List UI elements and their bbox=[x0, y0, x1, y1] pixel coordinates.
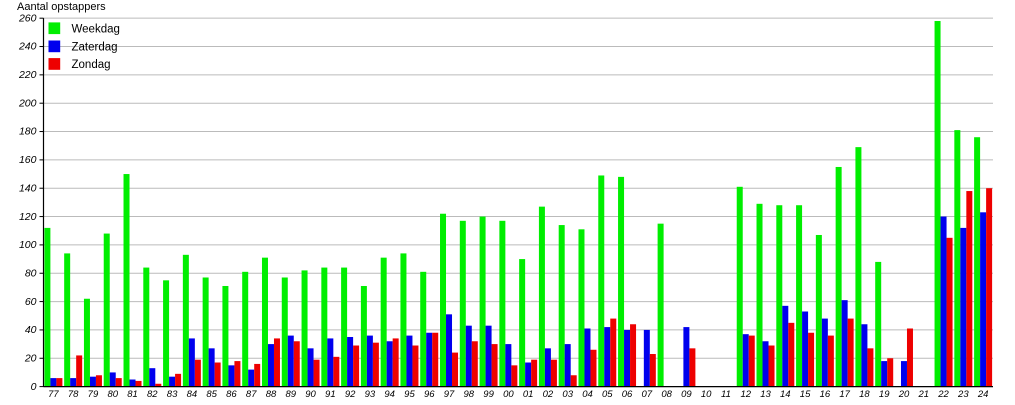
svg-text:18: 18 bbox=[859, 389, 870, 400]
svg-text:90: 90 bbox=[305, 389, 316, 400]
svg-text:06: 06 bbox=[622, 389, 633, 400]
svg-text:240: 240 bbox=[18, 41, 37, 53]
svg-text:22: 22 bbox=[937, 389, 949, 400]
svg-text:00: 00 bbox=[503, 389, 514, 400]
svg-text:83: 83 bbox=[167, 389, 178, 400]
svg-text:Weekdag: Weekdag bbox=[72, 23, 120, 35]
svg-text:160: 160 bbox=[19, 154, 37, 166]
svg-text:07: 07 bbox=[642, 389, 653, 400]
svg-text:92: 92 bbox=[345, 389, 356, 400]
svg-text:98: 98 bbox=[464, 389, 475, 400]
svg-text:09: 09 bbox=[681, 389, 692, 400]
svg-text:180: 180 bbox=[19, 126, 37, 138]
svg-text:94: 94 bbox=[384, 389, 395, 400]
svg-text:97: 97 bbox=[444, 389, 455, 400]
svg-text:01: 01 bbox=[523, 389, 534, 400]
svg-text:23: 23 bbox=[957, 389, 969, 400]
svg-text:260: 260 bbox=[18, 12, 37, 24]
svg-text:16: 16 bbox=[820, 389, 831, 400]
svg-text:20: 20 bbox=[898, 389, 910, 400]
svg-text:08: 08 bbox=[661, 389, 672, 400]
svg-text:96: 96 bbox=[424, 389, 435, 400]
svg-text:20: 20 bbox=[24, 352, 37, 364]
svg-text:77: 77 bbox=[48, 389, 59, 400]
svg-text:12: 12 bbox=[740, 389, 751, 400]
svg-text:80: 80 bbox=[107, 389, 118, 400]
svg-text:89: 89 bbox=[285, 389, 296, 400]
svg-text:Zaterdag: Zaterdag bbox=[72, 42, 118, 54]
svg-text:81: 81 bbox=[127, 389, 138, 400]
svg-text:80: 80 bbox=[25, 267, 37, 279]
svg-text:11: 11 bbox=[721, 389, 731, 400]
svg-text:79: 79 bbox=[88, 389, 99, 400]
svg-text:120: 120 bbox=[19, 211, 37, 223]
svg-text:91: 91 bbox=[325, 389, 336, 400]
svg-text:93: 93 bbox=[365, 389, 376, 400]
svg-text:82: 82 bbox=[147, 389, 158, 400]
svg-text:05: 05 bbox=[602, 389, 613, 400]
svg-text:220: 220 bbox=[18, 69, 37, 81]
svg-text:87: 87 bbox=[246, 389, 257, 400]
svg-text:88: 88 bbox=[266, 389, 277, 400]
svg-text:99: 99 bbox=[483, 389, 494, 400]
svg-text:17: 17 bbox=[839, 389, 850, 400]
svg-text:14: 14 bbox=[780, 389, 791, 400]
svg-text:0: 0 bbox=[31, 381, 37, 393]
svg-text:200: 200 bbox=[18, 97, 37, 109]
svg-text:19: 19 bbox=[879, 389, 890, 400]
svg-text:84: 84 bbox=[187, 389, 198, 400]
svg-text:04: 04 bbox=[582, 389, 593, 400]
svg-text:15: 15 bbox=[800, 389, 811, 400]
svg-text:85: 85 bbox=[206, 389, 217, 400]
svg-text:86: 86 bbox=[226, 389, 237, 400]
svg-text:140: 140 bbox=[19, 182, 37, 194]
svg-text:78: 78 bbox=[68, 389, 79, 400]
svg-text:24: 24 bbox=[977, 389, 989, 400]
svg-text:10: 10 bbox=[701, 389, 712, 400]
svg-text:100: 100 bbox=[19, 239, 37, 251]
svg-text:02: 02 bbox=[543, 389, 554, 400]
svg-text:Aantal opstappers: Aantal opstappers bbox=[17, 1, 106, 13]
svg-text:21: 21 bbox=[917, 389, 929, 400]
svg-text:13: 13 bbox=[760, 389, 771, 400]
svg-text:40: 40 bbox=[25, 324, 37, 336]
svg-text:Zondag: Zondag bbox=[72, 59, 111, 71]
svg-text:95: 95 bbox=[404, 389, 415, 400]
svg-text:03: 03 bbox=[562, 389, 573, 400]
svg-text:60: 60 bbox=[25, 296, 37, 308]
